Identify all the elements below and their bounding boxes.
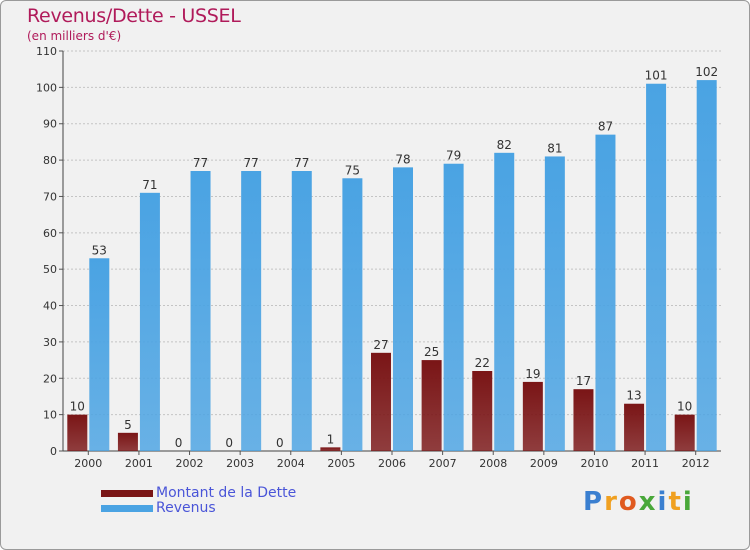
data-label-revenus: 101	[645, 69, 668, 83]
chart-subtitle: (en milliers d'€)	[27, 29, 122, 43]
data-label-dette: 17	[576, 374, 591, 388]
data-label-dette: 0	[225, 436, 233, 450]
bar-revenus	[595, 134, 616, 452]
data-label-dette: 27	[373, 338, 388, 352]
x-tick-label: 2008	[479, 457, 507, 470]
bar-dette	[67, 414, 88, 451]
logo-letter: x	[638, 487, 658, 517]
y-tick-label: 110	[36, 45, 57, 58]
logo-letter: i	[657, 487, 669, 517]
bar-dette	[117, 432, 138, 451]
data-label-revenus: 87	[598, 120, 613, 134]
data-label-dette: 22	[475, 356, 490, 370]
data-label-revenus: 53	[92, 243, 107, 257]
data-label-revenus: 77	[244, 156, 259, 170]
bar-revenus	[393, 167, 413, 451]
data-label-revenus: 77	[193, 156, 208, 170]
bar-revenus	[544, 156, 565, 452]
bar-dette	[674, 414, 695, 451]
x-tick-label: 2010	[580, 457, 608, 470]
bar-dette	[421, 360, 442, 451]
data-label-revenus: 77	[294, 156, 309, 170]
bar-revenus	[494, 152, 515, 451]
bar-dette	[371, 352, 391, 451]
bar-revenus	[241, 171, 262, 451]
y-tick-label: 0	[50, 445, 57, 458]
y-tick-label: 40	[43, 300, 57, 313]
bar-dette	[522, 381, 543, 451]
legend-swatch-revenus	[101, 505, 153, 512]
x-tick-label: 2000	[74, 457, 102, 470]
data-label-dette: 25	[424, 345, 439, 359]
bar-revenus	[291, 171, 312, 451]
y-tick-label: 10	[43, 409, 57, 422]
logo-letter: o	[618, 487, 639, 517]
y-tick-label: 60	[43, 227, 57, 240]
bar-dette	[472, 371, 493, 451]
data-label-dette: 10	[677, 400, 692, 414]
data-label-revenus: 75	[345, 163, 360, 177]
legend-label-revenus: Revenus	[156, 500, 216, 516]
bar-revenus	[646, 83, 667, 452]
bar-revenus	[696, 80, 717, 451]
x-tick-label: 2001	[125, 457, 153, 470]
bar-dette	[624, 403, 645, 451]
data-label-revenus: 102	[695, 65, 718, 79]
chart-title: Revenus/Dette - USSEL	[27, 5, 241, 27]
bar-revenus	[443, 163, 464, 451]
y-tick-label: 70	[43, 190, 57, 203]
x-tick-label: 2005	[327, 457, 355, 470]
logo-letter: t	[668, 487, 683, 517]
data-label-revenus: 71	[142, 178, 157, 192]
x-tick-label: 2012	[682, 457, 710, 470]
x-tick-label: 2002	[176, 457, 204, 470]
data-label-dette: 19	[525, 367, 540, 381]
logo-letter: r	[604, 487, 619, 517]
bar-dette	[320, 447, 341, 451]
y-tick-label: 80	[43, 154, 57, 167]
data-label-revenus: 82	[497, 138, 512, 152]
bar-dette	[573, 389, 594, 451]
x-tick-label: 2004	[277, 457, 305, 470]
plot-area	[63, 51, 721, 451]
data-label-dette: 0	[276, 436, 284, 450]
data-label-dette: 13	[626, 389, 641, 403]
proxiti-logo: Proxiti	[583, 487, 694, 517]
data-label-revenus: 78	[395, 152, 410, 166]
logo-letter: P	[583, 487, 605, 517]
data-label-revenus: 81	[547, 141, 562, 155]
legend-label-dette: Montant de la Dette	[156, 485, 297, 501]
x-tick-label: 2009	[530, 457, 558, 470]
x-tick-label: 2006	[378, 457, 406, 470]
y-tick-label: 30	[43, 336, 57, 349]
y-tick-label: 90	[43, 118, 57, 131]
bar-revenus	[139, 192, 160, 451]
bar-revenus	[342, 178, 363, 452]
legend-swatch-dette	[101, 490, 153, 497]
y-tick-label: 50	[43, 263, 57, 276]
data-label-revenus: 79	[446, 149, 461, 163]
data-label-dette: 1	[327, 432, 335, 446]
data-label-dette: 10	[70, 400, 85, 414]
x-tick-label: 2011	[631, 457, 659, 470]
y-tick-label: 100	[36, 81, 57, 94]
y-tick-label: 20	[43, 372, 57, 385]
bar-revenus	[89, 258, 110, 451]
x-tick-label: 2003	[226, 457, 254, 470]
x-tick-label: 2007	[429, 457, 457, 470]
bar-revenus	[190, 171, 211, 451]
logo-letter: i	[682, 487, 694, 517]
data-label-dette: 0	[175, 436, 183, 450]
data-label-dette: 5	[124, 418, 132, 432]
